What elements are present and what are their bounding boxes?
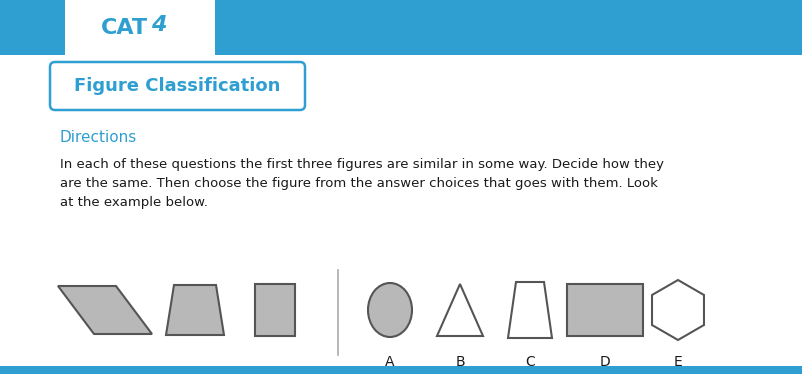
Bar xyxy=(0,0,65,55)
Text: Figure Classification: Figure Classification xyxy=(75,77,281,95)
Text: C: C xyxy=(525,355,534,369)
Text: Directions: Directions xyxy=(60,130,137,145)
Text: In each of these questions the first three figures are similar in some way. Deci: In each of these questions the first thr… xyxy=(60,158,663,171)
Text: B: B xyxy=(455,355,464,369)
Text: E: E xyxy=(673,355,682,369)
Polygon shape xyxy=(255,284,294,336)
Polygon shape xyxy=(651,280,703,340)
Text: are the same. Then choose the figure from the answer choices that goes with them: are the same. Then choose the figure fro… xyxy=(60,177,657,190)
Polygon shape xyxy=(566,284,642,336)
Bar xyxy=(215,0,802,55)
Polygon shape xyxy=(508,282,551,338)
Polygon shape xyxy=(166,285,224,335)
Ellipse shape xyxy=(367,283,411,337)
Text: 4: 4 xyxy=(151,15,166,35)
FancyBboxPatch shape xyxy=(50,62,305,110)
Bar xyxy=(65,0,215,55)
Text: CAT: CAT xyxy=(101,18,148,38)
Text: A: A xyxy=(385,355,395,369)
Bar xyxy=(0,366,802,374)
Polygon shape xyxy=(58,286,152,334)
Text: at the example below.: at the example below. xyxy=(60,196,208,209)
Polygon shape xyxy=(436,284,482,336)
Text: D: D xyxy=(599,355,610,369)
